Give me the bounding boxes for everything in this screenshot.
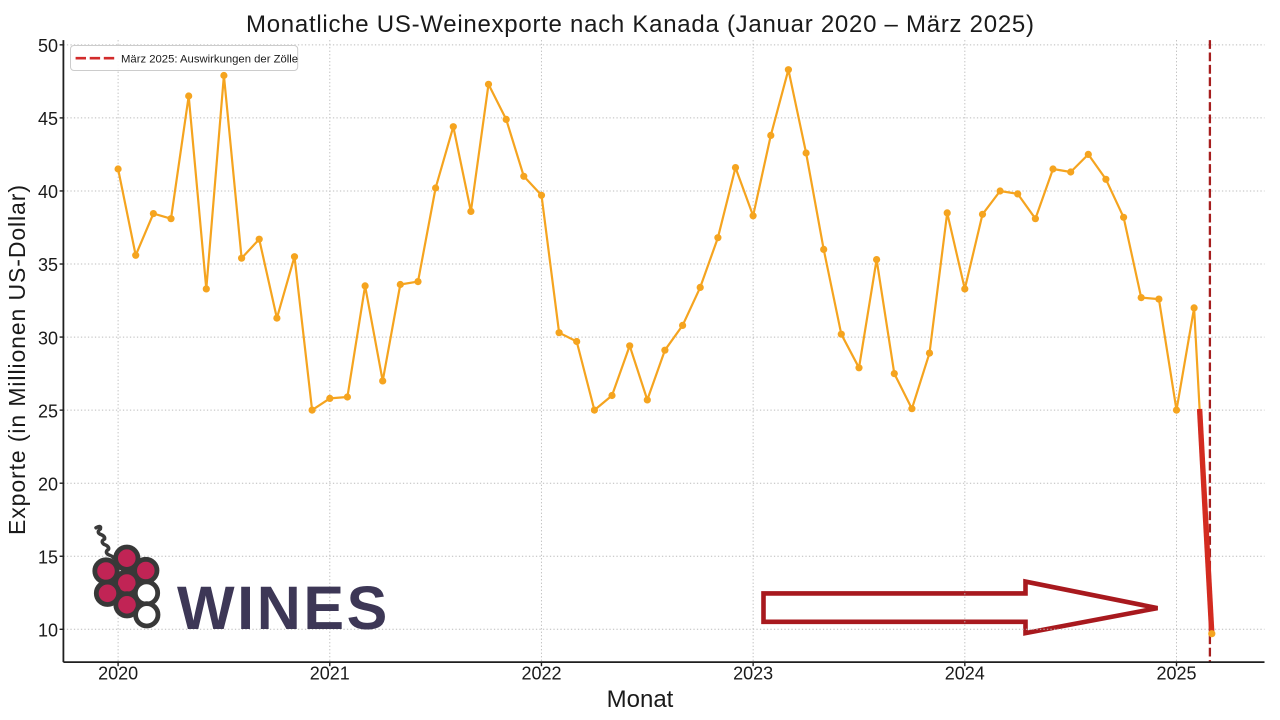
svg-text:2020: 2020 (98, 664, 138, 684)
svg-text:Monat: Monat (607, 686, 674, 713)
svg-text:15: 15 (38, 547, 58, 567)
svg-text:2023: 2023 (733, 664, 773, 684)
svg-text:2024: 2024 (945, 664, 985, 684)
svg-text:2025: 2025 (1156, 664, 1196, 684)
svg-text:Exporte (in Millionen US-Dolla: Exporte (in Millionen US-Dollar) (4, 185, 30, 535)
svg-text:40: 40 (38, 182, 58, 202)
svg-text:10: 10 (38, 621, 58, 641)
svg-text:50: 50 (38, 36, 58, 56)
svg-text:35: 35 (38, 255, 58, 275)
svg-text:Monatliche US-Weinexporte nach: Monatliche US-Weinexporte nach Kanada (J… (246, 11, 1034, 38)
svg-text:WINES: WINES (177, 574, 387, 642)
svg-text:25: 25 (38, 401, 58, 421)
svg-text:2022: 2022 (521, 664, 561, 684)
svg-text:2021: 2021 (310, 664, 350, 684)
svg-text:30: 30 (38, 328, 58, 348)
svg-text:20: 20 (38, 474, 58, 494)
svg-text:45: 45 (38, 109, 58, 129)
svg-text:März 2025: Auswirkungen der Zö: März 2025: Auswirkungen der Zölle (121, 53, 298, 65)
